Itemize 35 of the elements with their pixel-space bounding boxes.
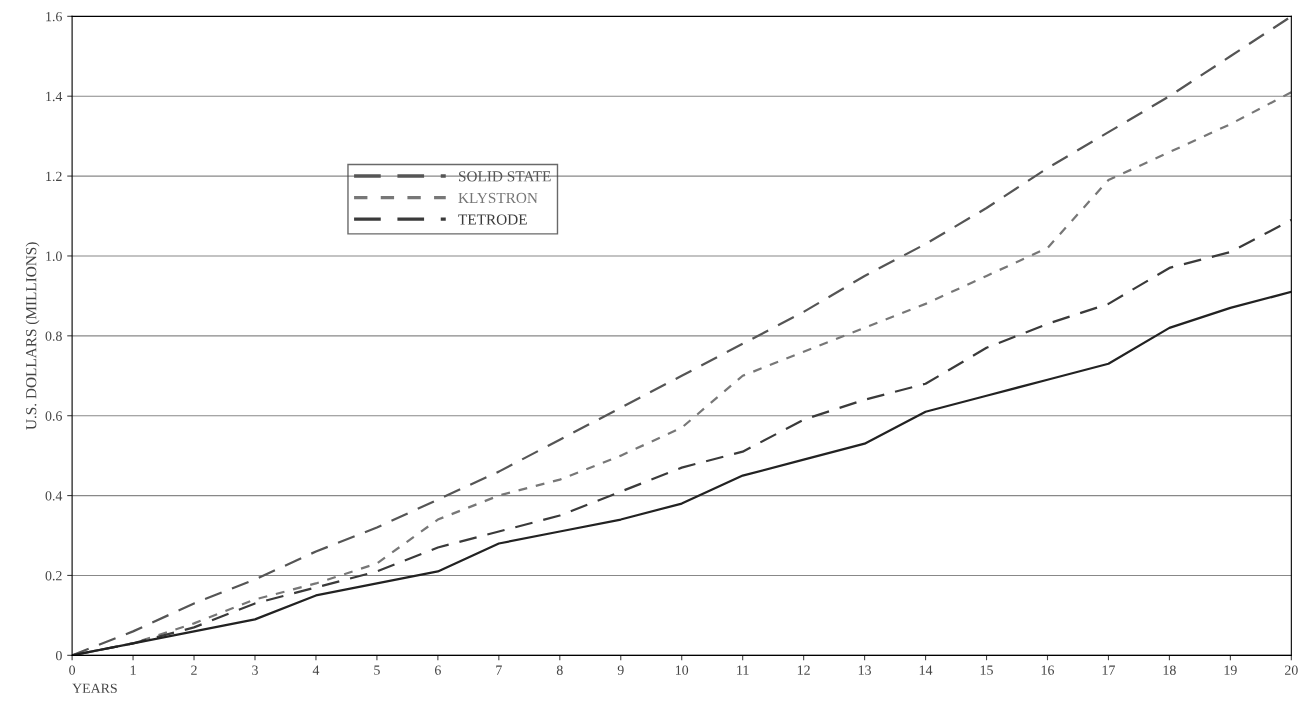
x-tick-label: 20 [1285, 665, 1298, 675]
x-tick-label: 9 [617, 665, 624, 675]
x-tick-label: 0 [69, 665, 76, 675]
text: TETRODE [458, 214, 527, 225]
x-tick-label: 10 [676, 665, 689, 675]
x-tick-label: 17 [1102, 665, 1115, 675]
y-tick-label: 0.2 [45, 571, 62, 581]
x-tick-label: 6 [435, 665, 441, 675]
y-tick-label: 0.6 [45, 411, 62, 421]
x-tick-label: 14 [919, 665, 933, 675]
y-tick-label: 0.8 [45, 331, 62, 341]
x-tick-label: 1 [130, 665, 136, 675]
y-tick-label: 1.4 [46, 91, 63, 102]
x-tick-label: 16 [1041, 665, 1055, 675]
x-tick-label: 18 [1163, 665, 1176, 675]
x-tick-label: 2 [191, 665, 197, 675]
y-tick-label: 0 [55, 650, 62, 661]
y-axis-title: U.S. DOLLARS (MILLIONS) [25, 242, 40, 430]
x-tick-label: 19 [1224, 665, 1237, 675]
y-tick-label: 1.6 [46, 11, 62, 22]
text: KLYSTRON [458, 192, 538, 204]
x-tick-label: 7 [496, 665, 502, 675]
x-tick-label: 13 [858, 665, 872, 675]
text: SOLID STATE [459, 171, 551, 182]
y-tick-label: 1.2 [46, 171, 62, 182]
x-tick-label: 11 [737, 665, 749, 675]
x-tick-label: 4 [312, 665, 320, 675]
x-axis-title: YEARS [72, 683, 117, 693]
x-tick-label: 8 [556, 665, 563, 675]
x-tick-label: 12 [797, 665, 810, 675]
y-tick-label: 0.4 [45, 491, 63, 501]
x-tick-label: 15 [980, 665, 993, 675]
x-tick-label: 5 [374, 665, 380, 675]
y-tick-label: 1.0 [46, 251, 62, 261]
x-tick-label: 3 [252, 665, 258, 675]
